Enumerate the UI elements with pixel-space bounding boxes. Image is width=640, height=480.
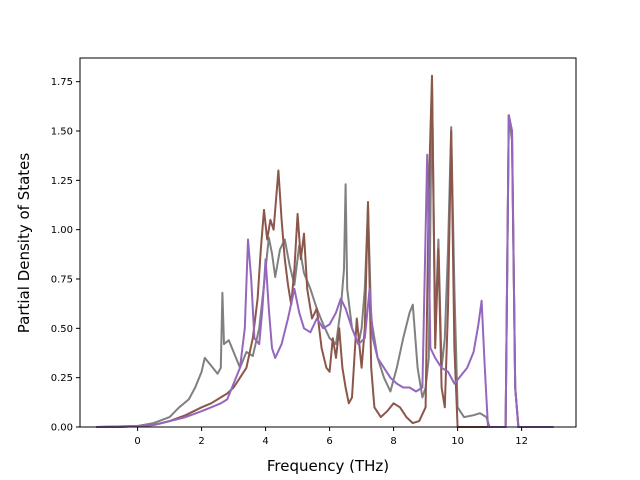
x-tick-label: 0 <box>134 436 140 447</box>
y-tick-label: 1.00 <box>51 225 73 236</box>
plot-frame <box>79 57 577 428</box>
y-tick-label: 1.75 <box>51 77 73 88</box>
x-tick-label: 2 <box>198 436 204 447</box>
x-tick-label: 12 <box>515 436 528 447</box>
x-tick-label: 4 <box>262 436 268 447</box>
axes-layer: 0 2 4 6 8 10 12 0.00 0.25 0.50 0.75 1.00 1.25 1.50 1.7… <box>51 77 528 447</box>
y-tick-label: 0.75 <box>51 275 73 286</box>
x-axis-title: Frequency (THz) <box>267 457 389 475</box>
y-tick-label: 0.50 <box>51 324 73 335</box>
series-layer <box>95 74 554 428</box>
y-tick-label: 1.50 <box>51 127 73 138</box>
plot-area <box>80 58 576 427</box>
x-tick-label: 6 <box>326 436 332 447</box>
series-line-3 <box>95 114 554 428</box>
y-tick-label: 0.25 <box>51 373 73 384</box>
series-line-2 <box>95 74 554 428</box>
x-tick-label: 8 <box>390 436 396 447</box>
x-tick-label: 10 <box>451 436 464 447</box>
y-tick-label: 0.00 <box>51 423 73 434</box>
y-axis-title: Partial Density of States <box>15 153 33 334</box>
y-tick-label: 1.25 <box>51 176 73 187</box>
